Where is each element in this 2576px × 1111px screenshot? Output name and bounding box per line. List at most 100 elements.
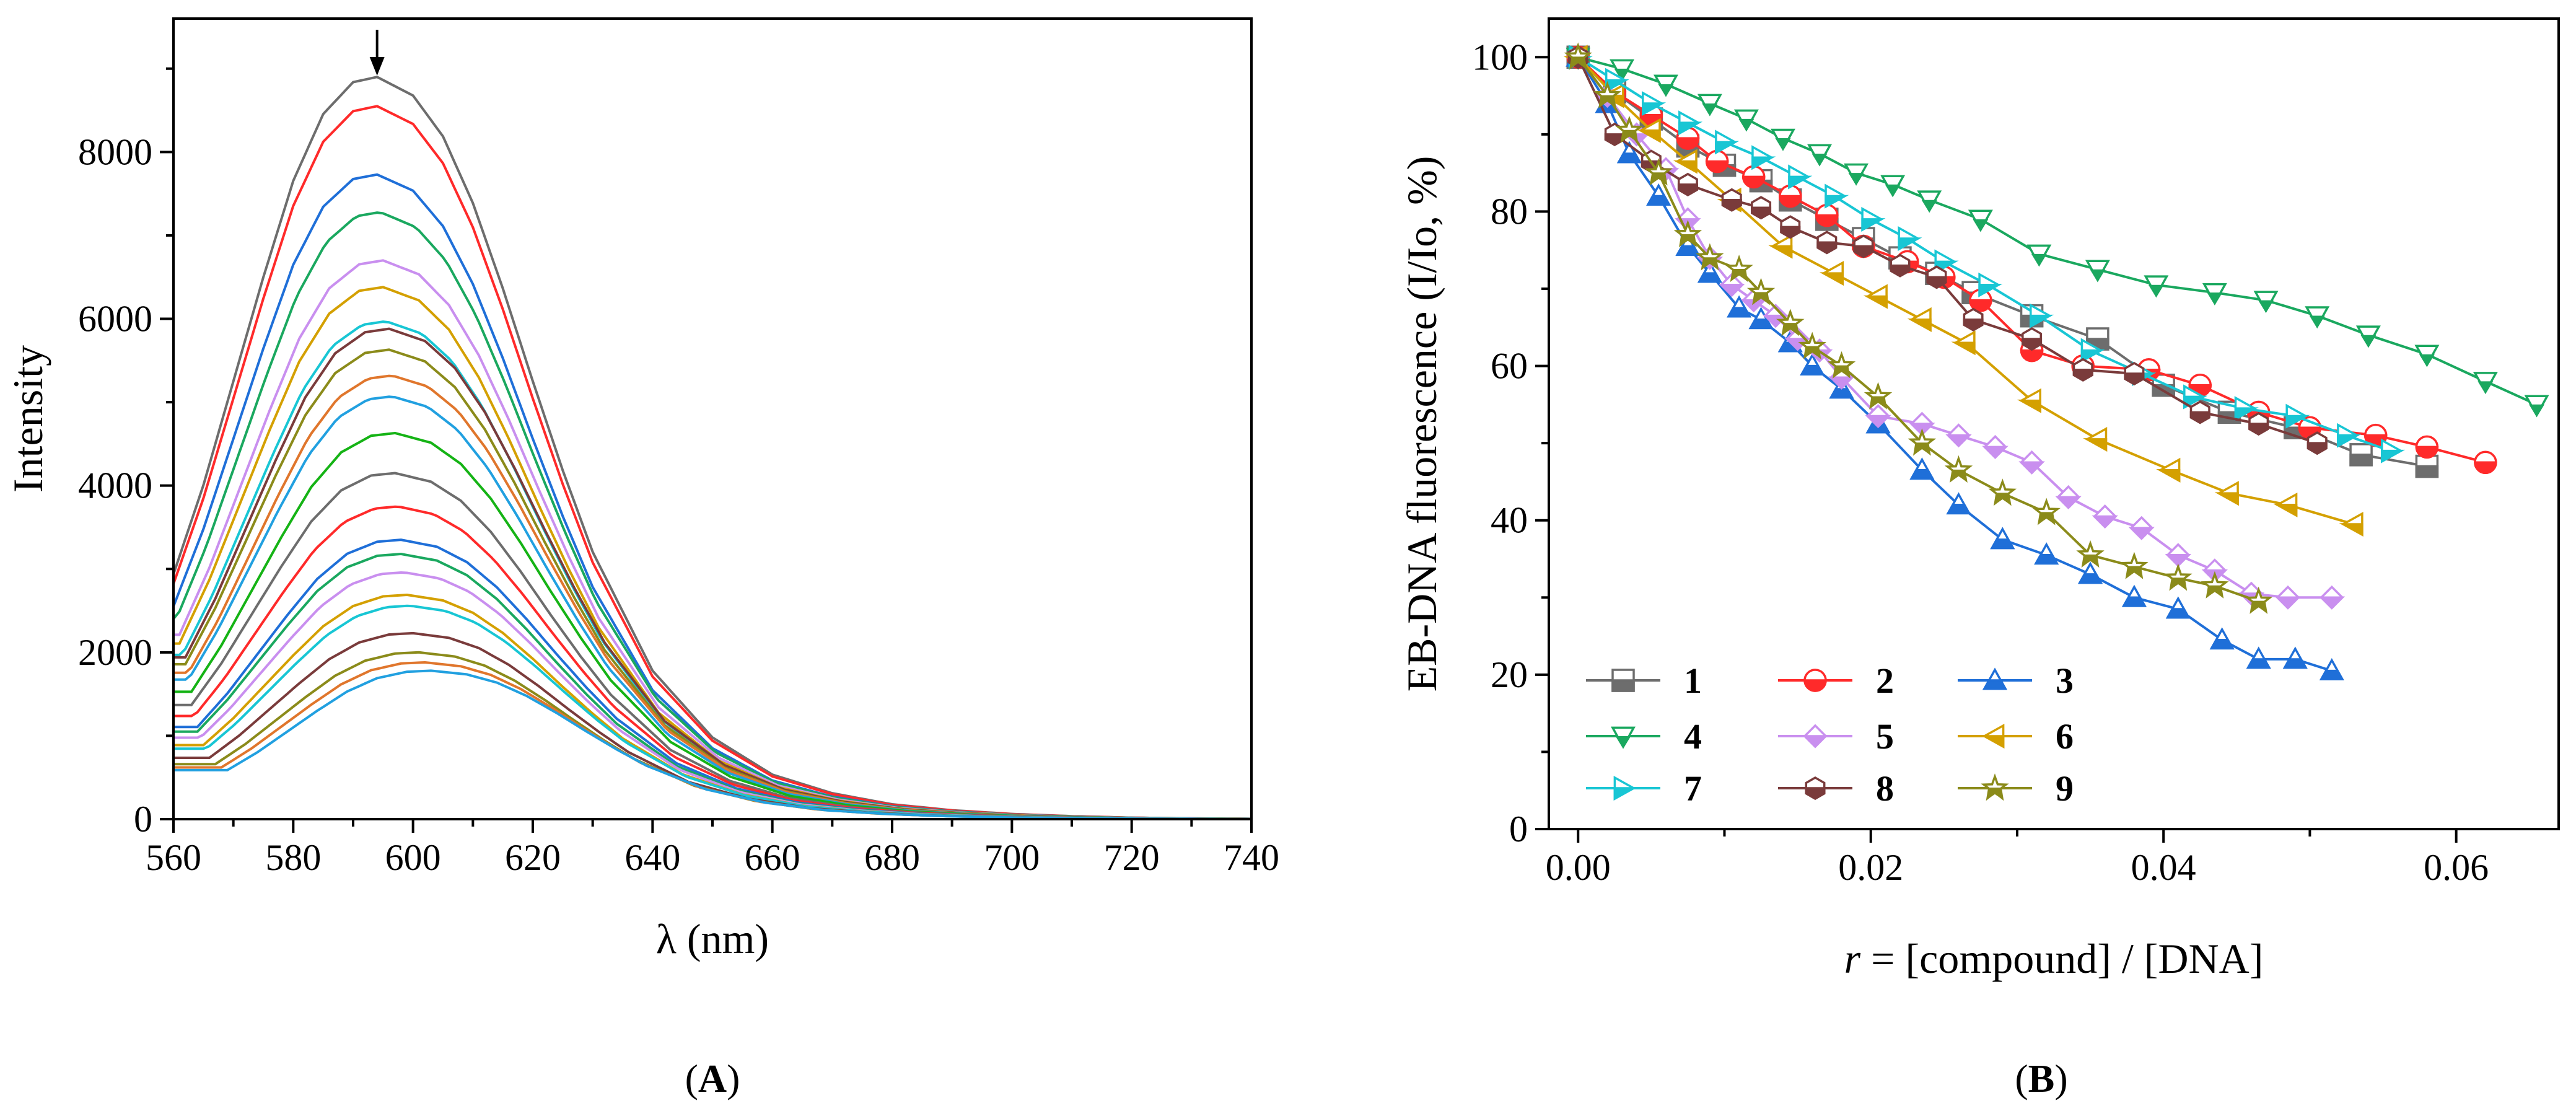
legend-item-2: 2 <box>1778 661 1894 701</box>
legend-item-9: 9 <box>1958 768 2074 809</box>
series-6-point <box>2214 481 2239 506</box>
series-3-point <box>2282 646 2308 669</box>
series-8-point <box>1816 231 1838 255</box>
arrow-head <box>369 57 385 76</box>
legend-marker <box>1805 776 1826 801</box>
series-3-point <box>2121 584 2147 607</box>
series-4-point <box>1844 163 1869 186</box>
y-tick-label-b: 80 <box>1491 191 1528 232</box>
series-2-point <box>1815 203 1839 227</box>
series-9-point <box>1776 309 1805 336</box>
series-4-point <box>1733 109 1759 132</box>
spectrum-line <box>173 571 1251 820</box>
panel-label-b: (B) <box>2015 1056 2067 1100</box>
panel-b: 0.00 0.02 0.04 0.06 0 20 40 60 80 100 1 2 3 4 5 6 7 8 9 r =… <box>1398 17 2560 1100</box>
series-9-point <box>1944 455 1973 483</box>
series-6-point <box>1863 284 1888 309</box>
series-5-point <box>1865 404 1891 429</box>
series-6-point <box>1768 234 1793 259</box>
series-5-point <box>2318 585 2346 610</box>
series-8-point <box>1890 253 1911 278</box>
series-2-point <box>2474 450 2497 475</box>
series-7-point <box>1751 145 1776 170</box>
series-6-line <box>1577 56 2354 525</box>
series-7-point <box>1642 91 1667 116</box>
series-3-point <box>2078 561 2103 584</box>
legend-item-6: 6 <box>1958 716 2074 757</box>
series-9-point <box>1725 255 1753 283</box>
legend: 1 2 3 4 5 6 7 8 9 <box>1586 661 2074 809</box>
series-8-point <box>1780 215 1801 239</box>
legend-item-4: 4 <box>1586 716 1702 757</box>
legend-label: 4 <box>1684 716 1702 757</box>
series-6-point <box>2083 426 2108 452</box>
series-2-point <box>1676 126 1700 150</box>
x-tick-label-a: 600 <box>385 837 441 878</box>
y-axis-title-a: Intensity <box>4 345 51 493</box>
series-7-point <box>1861 206 1886 232</box>
legend-marker <box>1802 724 1829 749</box>
series-2-point <box>1741 165 1766 189</box>
series-4-point <box>2414 345 2440 367</box>
series-8-point <box>2248 411 2269 436</box>
series-6-point <box>1907 307 1932 332</box>
series-9-point <box>2164 563 2193 591</box>
legend-marker <box>1803 669 1827 692</box>
series-9-point <box>2076 540 2105 568</box>
series-7-point <box>2337 423 2362 448</box>
series-3-point <box>1800 353 1825 375</box>
series-7-point <box>1825 183 1849 209</box>
series-4-point <box>1770 128 1795 151</box>
legend-marker <box>1981 773 2009 801</box>
series-3-point <box>2165 596 2191 619</box>
series-4-point <box>1654 74 1678 97</box>
y-tick-label-a: 6000 <box>78 299 152 340</box>
spectrum-line <box>173 320 1251 820</box>
legend-label: 9 <box>2056 768 2074 809</box>
series-3-point <box>2209 627 2235 650</box>
legend-item-3: 3 <box>1958 661 2074 701</box>
series-8-point <box>2189 400 2210 424</box>
series-4-point <box>2144 275 2169 298</box>
y-tick-label-a: 4000 <box>78 465 152 506</box>
series-8-point <box>1721 188 1742 212</box>
series-5-point <box>2092 504 2118 529</box>
y-tick-label-b: 100 <box>1472 37 1528 77</box>
spectrum-line <box>172 211 1252 820</box>
x-tick-label-a: 740 <box>1224 837 1279 878</box>
series-9-point <box>1615 115 1644 143</box>
legend-marker <box>1982 667 2007 690</box>
series-4-point <box>2202 283 2227 305</box>
y-tick-label-a: 0 <box>134 799 152 840</box>
series-9-point <box>1908 428 1937 456</box>
legend-label: 7 <box>1684 768 1702 809</box>
series-3-point <box>2034 542 2059 565</box>
series-5-point <box>1945 423 1972 448</box>
x-axis-title-a: λ (nm) <box>656 915 769 962</box>
series-5-point <box>2128 516 2155 540</box>
series-group <box>1563 42 2549 680</box>
y-tick-label-b: 20 <box>1491 654 1528 695</box>
series-6-point <box>1636 118 1661 143</box>
series-5-point <box>2165 543 2192 568</box>
panel-a: 560 580 600 620 640 660 680 700 720 740 0 2000 4000 6… <box>4 17 1279 1100</box>
panel-label-a: (A) <box>685 1056 740 1100</box>
legend-label: 5 <box>1876 716 1894 757</box>
series-7-point <box>2285 403 2310 429</box>
series-3-point <box>2246 646 2271 669</box>
x-tick-label-b: 0.00 <box>1546 847 1611 888</box>
series-1-point <box>2349 443 2373 467</box>
series-3-point <box>1990 527 2015 550</box>
series-7-point <box>1898 226 1922 252</box>
series-8-point <box>1963 307 1984 332</box>
series-7-point <box>2380 438 2406 463</box>
x-tick-label-b: 0.04 <box>2131 847 2196 888</box>
series-3-point <box>1946 492 1971 515</box>
x-tick-label-a: 700 <box>984 837 1040 878</box>
series-3-point <box>1616 141 1642 164</box>
legend-item-1: 1 <box>1586 661 1702 701</box>
x-tick-label-b: 0.06 <box>2424 847 2489 888</box>
y-tick-label-a: 2000 <box>78 632 152 673</box>
series-5-point <box>2018 450 2045 475</box>
